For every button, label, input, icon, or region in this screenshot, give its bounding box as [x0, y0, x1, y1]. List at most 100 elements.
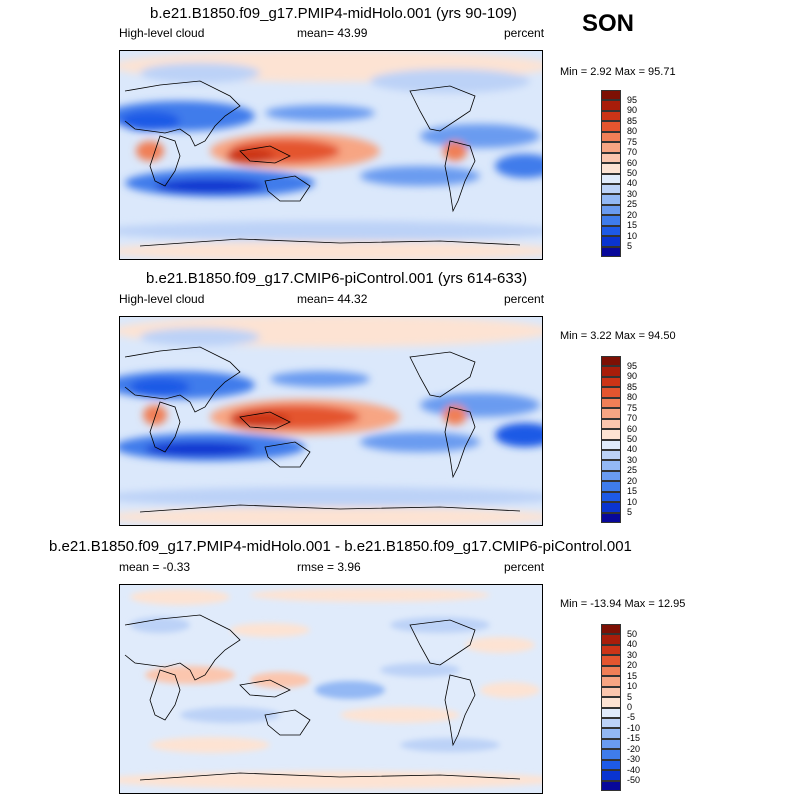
colorbar-tick-label: 30 — [627, 188, 638, 199]
colorbar-tick-label: 30 — [627, 454, 638, 465]
colorbar-box — [601, 204, 621, 216]
colorbar-tick-label: -50 — [627, 775, 641, 786]
panel2-units-label: percent — [504, 292, 545, 306]
colorbar-tick-label: 90 — [627, 105, 638, 116]
colorbar-box — [601, 90, 621, 101]
colorbar-tick-label: 10 — [627, 230, 638, 241]
colorbar-tick-label: 60 — [627, 157, 638, 168]
colorbar-box — [601, 697, 621, 708]
colorbar-tick-label: 25 — [627, 199, 638, 210]
colorbar-box — [601, 491, 621, 503]
colorbar-box — [601, 665, 621, 677]
panel3-map-plot — [120, 585, 542, 793]
panel1-map — [119, 50, 543, 260]
panel2-minmax-label: Min = 3.22 Max = 94.50 — [560, 330, 676, 342]
colorbar-box — [601, 183, 621, 195]
colorbar-box — [601, 770, 621, 781]
colorbar-box — [601, 481, 621, 492]
colorbar-box — [601, 246, 621, 257]
colorbar-box — [601, 356, 621, 367]
colorbar-box — [601, 460, 621, 471]
colorbar-box — [601, 439, 621, 450]
colorbar-tick-label: 15 — [627, 220, 638, 231]
antarctic-band — [120, 241, 542, 259]
colorbar-tick-label: 70 — [627, 413, 638, 424]
colorbar-tick-label: 50 — [627, 434, 638, 444]
colorbar-box — [601, 717, 621, 729]
colorbar-box — [601, 387, 621, 398]
colorbar-box — [601, 418, 621, 430]
colorbar-tick-label: 60 — [627, 423, 638, 434]
colorbar-box — [601, 624, 621, 635]
colorbar-tick-label: 95 — [627, 94, 638, 105]
colorbar-box — [601, 376, 621, 388]
colorbar-box — [601, 142, 621, 153]
colorbar-tick-label: 5 — [627, 241, 633, 252]
panel3-map — [119, 584, 543, 794]
panel3-units-label: percent — [504, 560, 545, 574]
panel1-minmax-label: Min = 2.92 Max = 95.71 — [560, 66, 676, 78]
colorbar-tick-label: 10 — [627, 496, 638, 507]
colorbar-box — [601, 512, 621, 523]
colorbar-box — [601, 152, 621, 164]
colorbar-tick-label: 15 — [627, 486, 638, 497]
colorbar-tick-label: 10 — [627, 681, 638, 692]
colorbar-tick-label: 20 — [627, 475, 638, 486]
colorbar-tick-label: 80 — [627, 126, 638, 137]
season-label: SON — [582, 10, 635, 37]
colorbar-tick-label: 5 — [627, 507, 633, 518]
colorbar-tick-label: 30 — [627, 649, 638, 660]
panel3-title: b.e21.B1850.f09_g17.PMIP4-midHolo.001 - … — [49, 538, 632, 555]
colorbar-box — [601, 131, 621, 143]
panel2-map — [119, 316, 543, 526]
colorbar-tick-label: 95 — [627, 360, 638, 371]
panel2-title: b.e21.B1850.f09_g17.CMIP6-piControl.001 … — [146, 270, 528, 287]
colorbar-tick-label: -10 — [627, 722, 641, 733]
colorbar-tick-label: 90 — [627, 371, 638, 382]
colorbar-tick-label: -5 — [627, 712, 636, 723]
panel2-mean-label: mean= 44.32 — [297, 292, 368, 306]
colorbar-tick-label: -15 — [627, 733, 641, 744]
colorbar-box — [601, 215, 621, 226]
panel1-title: b.e21.B1850.f09_g17.PMIP4-midHolo.001 (y… — [150, 5, 517, 22]
panel1-variable-label: High-level cloud — [119, 26, 205, 40]
colorbar-tick-label: 40 — [627, 639, 638, 650]
panel3-colorbar: -50 -40 -30 -20 -15 -10 -5 0 5 10 15 20 30 40 50 — [601, 624, 640, 791]
colorbar-tick-label: 75 — [627, 402, 638, 413]
colorbar-tick-label: 50 — [627, 168, 638, 178]
colorbar-box — [601, 749, 621, 760]
colorbar-box — [601, 728, 621, 739]
panel1-map-plot — [120, 51, 542, 259]
panel3-mean-label: mean = -0.33 — [119, 560, 191, 574]
colorbar-box — [601, 408, 621, 419]
colorbar-tick-label: 70 — [627, 147, 638, 158]
panel1-units-label: percent — [504, 26, 545, 40]
colorbar-tick-label: 85 — [627, 381, 638, 392]
colorbar-tick-label: -30 — [627, 754, 641, 765]
colorbar-box — [601, 100, 621, 111]
colorbar-box — [601, 397, 621, 409]
colorbar-box — [601, 366, 621, 377]
panel2-variable-label: High-level cloud — [119, 292, 205, 306]
colorbar-box — [601, 236, 621, 247]
panel1-coastlines — [124, 80, 521, 247]
panel3-minmax-label: Min = -13.94 Max = 12.95 — [560, 598, 686, 610]
colorbar-box — [601, 707, 621, 718]
colorbar-box — [601, 121, 621, 132]
colorbar-tick-label: 85 — [627, 115, 638, 126]
colorbar-tick-label: 50 — [627, 628, 638, 639]
colorbar-box — [601, 676, 621, 687]
colorbar-box — [601, 759, 621, 771]
colorbar-box — [601, 780, 621, 791]
colorbar-tick-label: 40 — [627, 178, 638, 189]
panel1-colorbar: 5 10 15 20 25 30 40 50 60 70 75 80 85 90 95 — [601, 90, 637, 257]
colorbar-box — [601, 686, 621, 698]
panel2-coastlines — [124, 346, 521, 513]
colorbar-tick-label: 0 — [627, 702, 633, 712]
colorbar-tick-label: 80 — [627, 392, 638, 403]
colorbar-tick-label: 75 — [627, 136, 638, 147]
colorbar-tick-label: 25 — [627, 465, 638, 476]
colorbar-tick-label: 15 — [627, 670, 638, 681]
colorbar-box — [601, 634, 621, 645]
colorbar-box — [601, 655, 621, 666]
